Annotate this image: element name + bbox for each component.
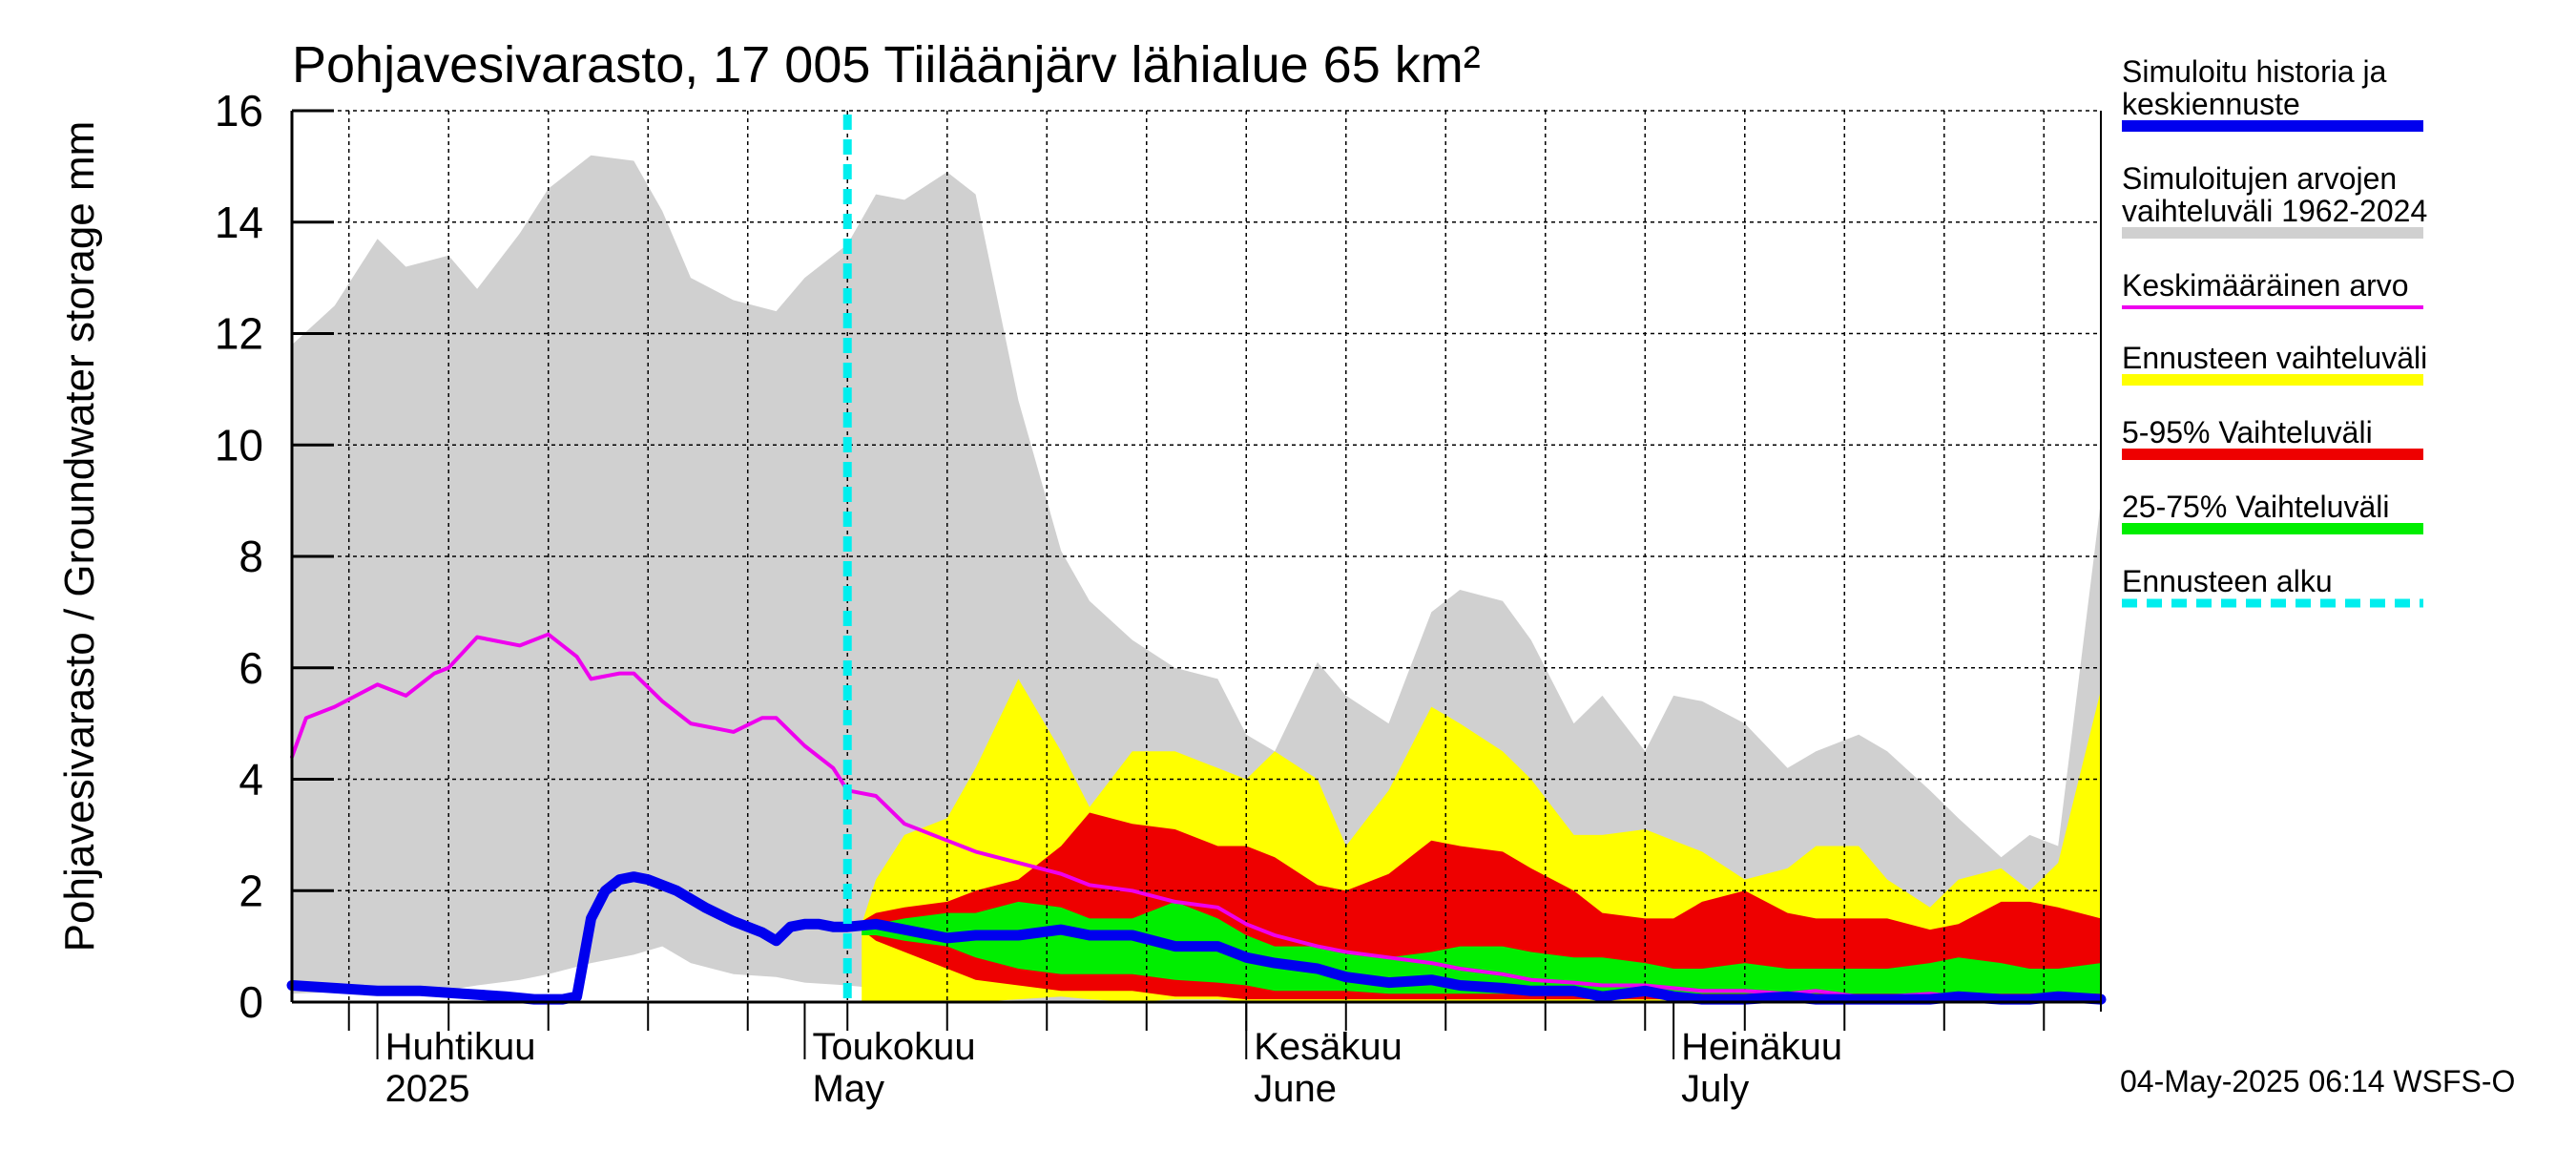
y-tick-label: 2 xyxy=(239,866,263,915)
y-axis-label: Pohjavesivarasto / Groundwater storage m… xyxy=(56,121,103,952)
legend-label: Simuloitujen arvojen xyxy=(2122,161,2397,196)
y-tick-label: 16 xyxy=(215,86,263,136)
chart-title: Pohjavesivarasto, 17 005 Tiiläänjärv läh… xyxy=(292,36,1481,94)
month-label: Heinäkuu xyxy=(1681,1026,1842,1068)
legend-label: Simuloitu historia ja xyxy=(2122,54,2387,89)
grid-layer xyxy=(292,110,2101,1002)
green-band-area xyxy=(862,901,2102,994)
month-sublabel: May xyxy=(812,1068,884,1110)
legend-label: keskiennuste xyxy=(2122,87,2300,121)
month-sublabel: July xyxy=(1681,1068,1749,1110)
legend-label: Keskimääräinen arvo xyxy=(2122,268,2409,303)
legend-label: Ennusteen alku xyxy=(2122,564,2333,598)
history-line xyxy=(286,871,2107,1005)
y-tick-label: 0 xyxy=(239,977,263,1027)
legend-label: 5-95% Vaihteluväli xyxy=(2122,415,2373,450)
y-tick-label: 8 xyxy=(239,532,263,581)
y-tick-label: 14 xyxy=(215,198,263,247)
legend-label: Ennusteen vaihteluväli xyxy=(2122,341,2427,375)
month-label: Huhtikuu xyxy=(385,1026,536,1068)
y-tick-label: 10 xyxy=(215,420,263,470)
legend-label: vaihteluväli 1962-2024 xyxy=(2122,194,2427,228)
month-label: Toukokuu xyxy=(812,1026,975,1068)
gray-band-area xyxy=(292,155,2101,1001)
month-label: Kesäkuu xyxy=(1254,1026,1402,1068)
month-sublabel: June xyxy=(1254,1068,1337,1110)
month-sublabel: 2025 xyxy=(385,1068,470,1110)
legend-label: 25-75% Vaihteluväli xyxy=(2122,490,2389,524)
y-tick-label: 4 xyxy=(239,755,263,805)
y-tick-label: 6 xyxy=(239,643,263,693)
y-tick-label: 12 xyxy=(215,309,263,359)
bands-layer xyxy=(292,155,2102,1002)
axes-layer xyxy=(290,109,2102,1059)
timestamp-footer: 04-May-2025 06:14 WSFS-O xyxy=(2120,1064,2515,1098)
y-tick-labels: 0 2 4 6 8 10 12 14 16 xyxy=(215,86,263,1027)
lines-layer xyxy=(286,115,2107,1005)
